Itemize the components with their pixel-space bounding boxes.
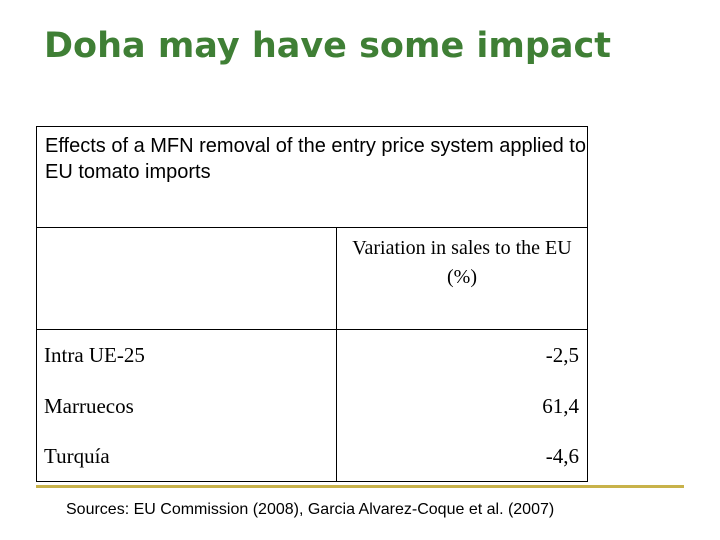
- header-row: Variation in sales to the EU (%): [36, 227, 588, 330]
- row-label: Intra UE-25: [36, 329, 337, 381]
- table-row: Turquía -4,6: [36, 431, 588, 482]
- source-note: Sources: EU Commission (2008), Garcia Al…: [66, 501, 555, 518]
- results-table: Effects of a MFN removal of the entry pr…: [36, 126, 588, 482]
- column-header: Variation in sales to the EU (%): [336, 227, 588, 330]
- table-caption: Effects of a MFN removal of the entry pr…: [36, 126, 588, 228]
- slide-title: Doha may have some impact: [44, 26, 611, 66]
- table-row: Marruecos 61,4: [36, 380, 588, 432]
- row-value: -4,6: [336, 431, 588, 482]
- table-row: Intra UE-25 -2,5: [36, 329, 588, 381]
- header-empty-cell: [36, 227, 337, 330]
- accent-divider: [36, 485, 684, 488]
- row-value: -2,5: [336, 329, 588, 381]
- row-label: Turquía: [36, 431, 337, 482]
- row-label: Marruecos: [36, 380, 337, 432]
- caption-row: Effects of a MFN removal of the entry pr…: [36, 126, 588, 228]
- row-value: 61,4: [336, 380, 588, 432]
